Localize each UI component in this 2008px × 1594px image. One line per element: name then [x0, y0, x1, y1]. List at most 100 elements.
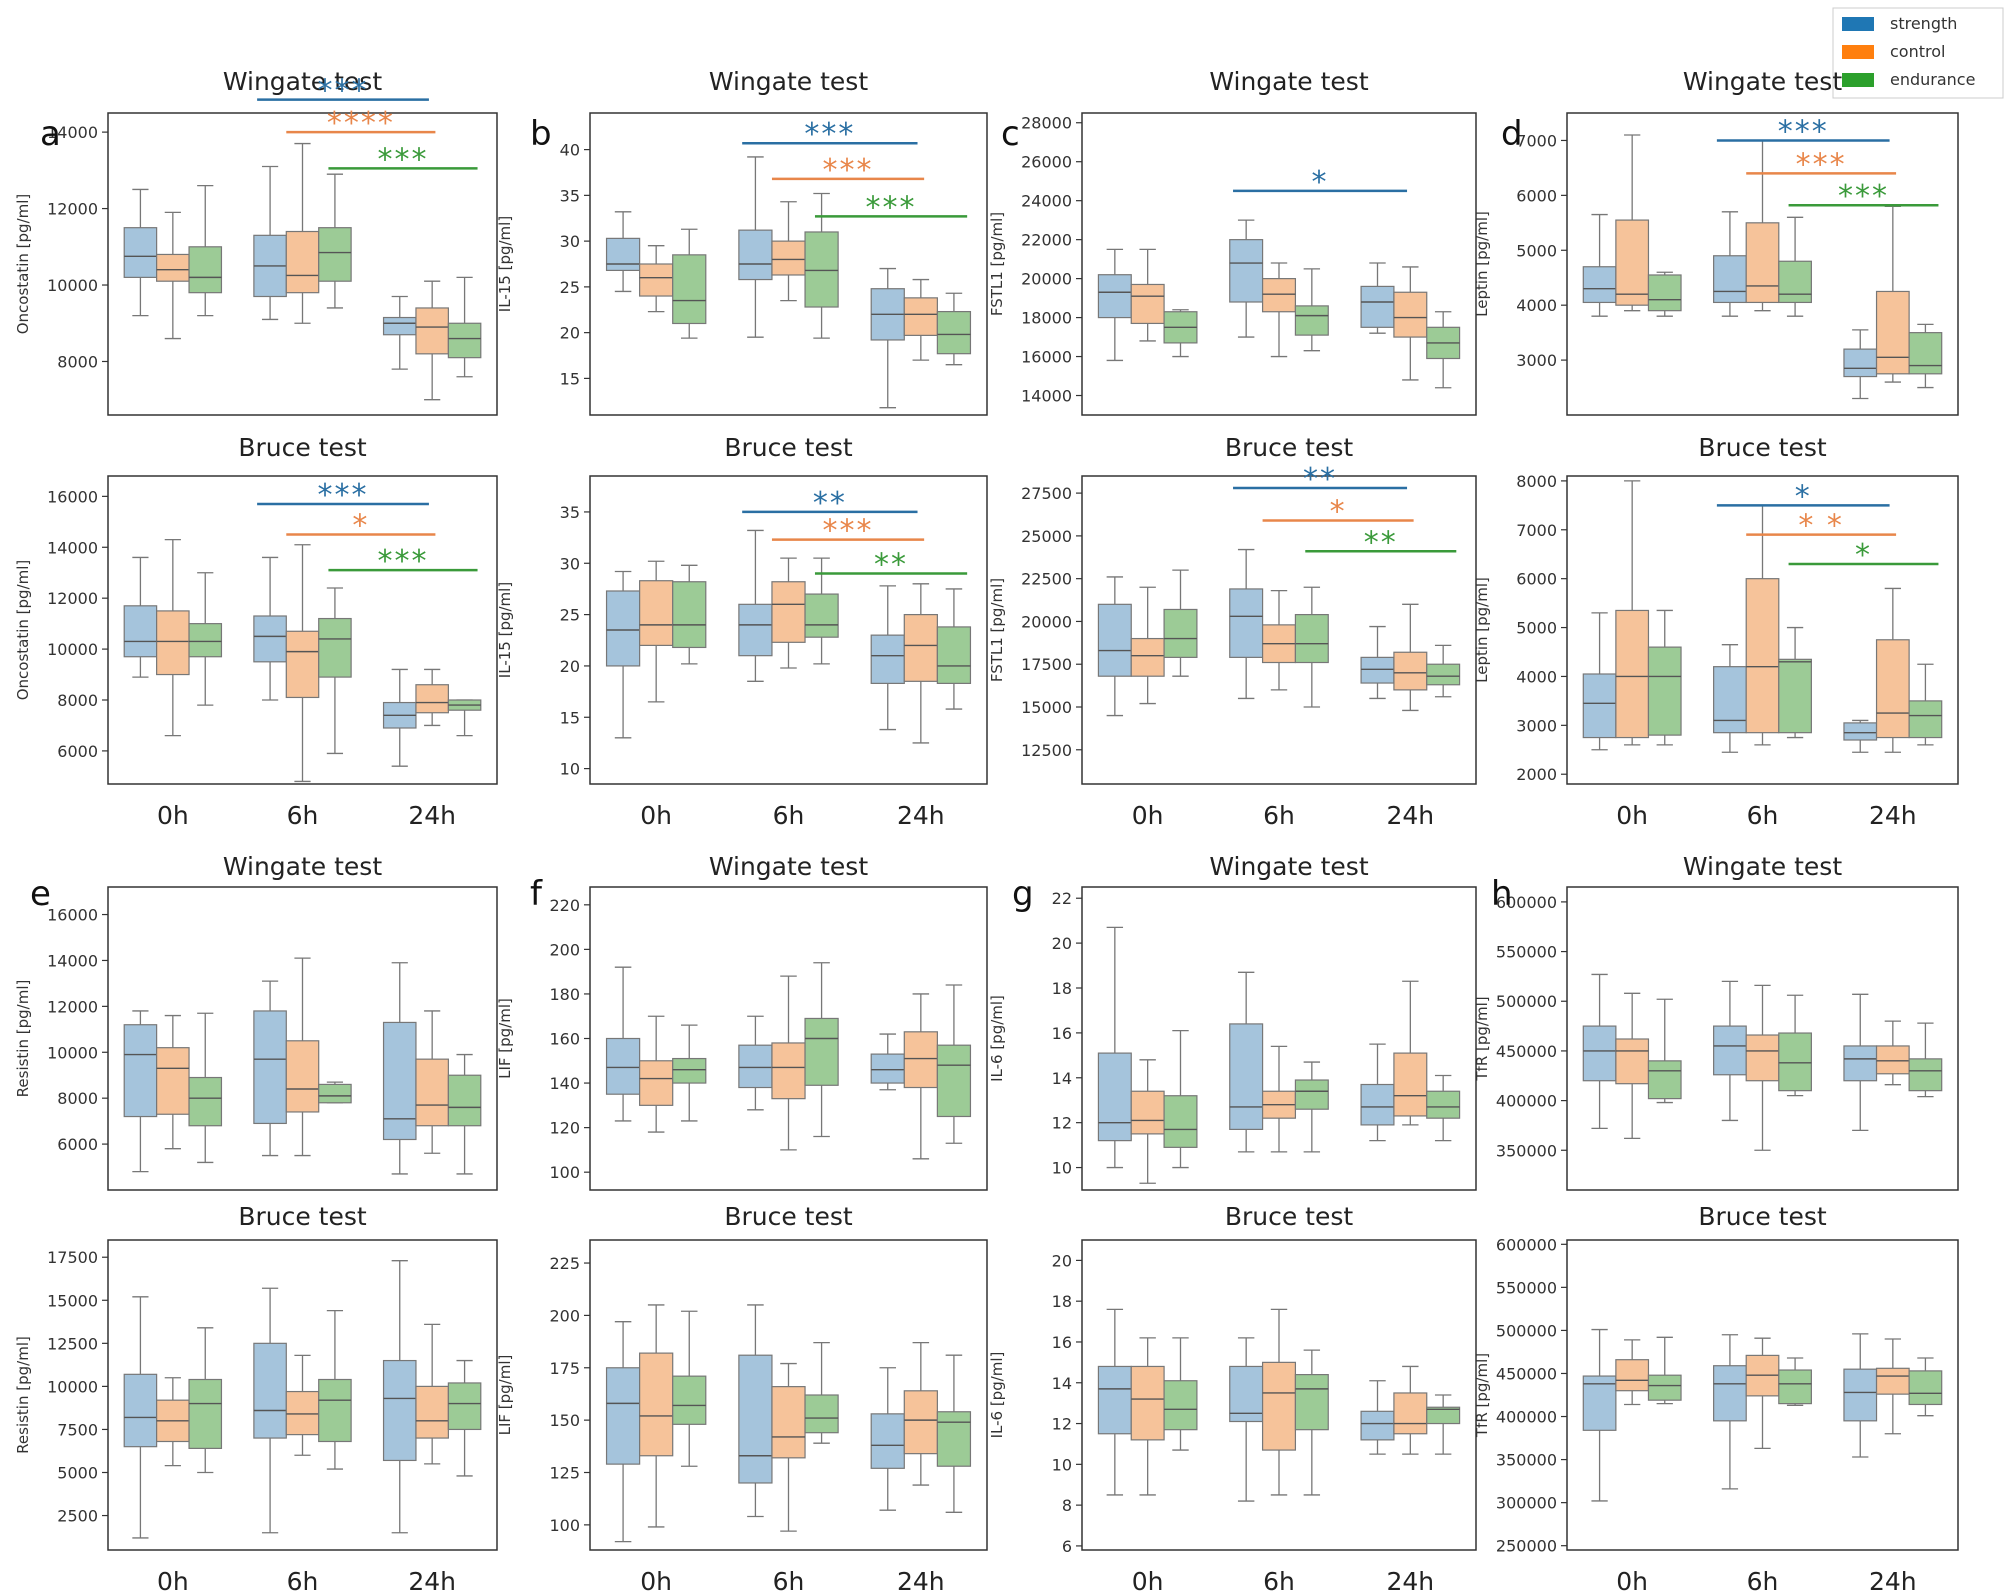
- y-tick-label: 5000: [1516, 619, 1557, 638]
- y-tick-label: 550000: [1496, 1278, 1557, 1297]
- box-endurance: [936, 626, 972, 684]
- y-tick-label: 18: [1052, 1292, 1072, 1311]
- panel-title: Bruce test: [724, 433, 853, 462]
- box-control: [415, 1385, 449, 1439]
- y-tick-label: 12500: [47, 1334, 98, 1353]
- box-strength: [605, 1367, 641, 1465]
- box-control: [1615, 1038, 1650, 1085]
- box-strength: [1097, 1365, 1132, 1435]
- box-control: [156, 1047, 190, 1115]
- box-strength: [1843, 1045, 1878, 1082]
- panel-letter: g: [1012, 874, 1034, 914]
- plot-frame: [589, 475, 988, 785]
- box-endurance: [188, 623, 223, 658]
- y-tick-label: 8000: [57, 352, 98, 371]
- y-tick-label: 2000: [1516, 765, 1557, 784]
- box-control: [415, 1058, 449, 1127]
- box-strength: [1360, 1083, 1395, 1126]
- y-tick-label: 10000: [47, 1043, 98, 1062]
- box-endurance: [1294, 1079, 1329, 1110]
- y-tick-label: 22: [1052, 889, 1072, 908]
- y-axis-label: IL-6 [pg/ml]: [988, 995, 1006, 1082]
- y-tick-label: 16000: [47, 487, 98, 506]
- y-tick-label: 250000: [1496, 1537, 1557, 1556]
- x-tick-label: 24h: [1387, 801, 1435, 830]
- panel-title: Bruce test: [238, 1202, 367, 1231]
- y-axis-label: TfR [pg/ml]: [1473, 1353, 1491, 1438]
- box-endurance: [1908, 1370, 1943, 1406]
- box-strength: [1229, 1023, 1264, 1131]
- y-tick-label: 25: [560, 606, 580, 625]
- box-strength: [1097, 1052, 1132, 1142]
- panel-e-bruce: Bruce test 2500 5000 7500 10000 12500 15000 175…: [14, 1202, 498, 1551]
- plot-frame: [1566, 1239, 1959, 1551]
- panel-g-bruce: Bruce test 6 8 10 12 14 16 18 20 IL-6 [pg/ml]: [988, 1202, 1477, 1556]
- y-tick-label: 125: [549, 1464, 580, 1483]
- box-endurance: [804, 1017, 839, 1086]
- box-strength: [382, 1359, 417, 1462]
- legend-swatch-endurance: [1842, 73, 1874, 87]
- panel-letter: a: [40, 114, 61, 154]
- box-strength: [253, 615, 287, 663]
- y-axis-label: Oncostatin [pg/ml]: [14, 194, 32, 335]
- y-axis-label: IL-15 [pg/ml]: [496, 216, 514, 312]
- y-tick-label: 35: [560, 503, 580, 522]
- panel-e-wingate: Wingate test 6000 8000 10000 12000 14000 16000…: [14, 852, 498, 1191]
- plot-frame: [107, 112, 498, 416]
- panel-d-bruce: Bruce test 2000 3000 4000 5000 6000 7000 8000 Le…: [1473, 433, 1959, 785]
- box-endurance: [1294, 613, 1329, 664]
- panel-g-wingate: Wingate test 10 12 14 16 18 20 22 IL-6 [pg/ml]: [988, 852, 1477, 1191]
- x-tick-label: 0h: [157, 801, 189, 830]
- significance-stars-control: ***: [823, 514, 874, 549]
- x-tick-label: 6h: [1747, 801, 1779, 830]
- x-tick-label: 24h: [897, 1567, 945, 1594]
- y-tick-label: 200: [549, 1306, 580, 1325]
- y-tick-label: 14: [1052, 1374, 1072, 1393]
- box-endurance: [1647, 274, 1682, 312]
- significance-stars-control: ****: [327, 106, 395, 141]
- box-endurance: [447, 1382, 482, 1431]
- panel-b-wingate: Wingate test 15 20 25 30 35 40 IL-15 [pg/ml] ***…: [496, 67, 988, 416]
- box-control: [771, 1042, 806, 1100]
- significance-stars-endurance: ***: [377, 544, 428, 579]
- y-tick-label: 450000: [1496, 1364, 1557, 1383]
- x-tick-label: 0h: [1616, 1567, 1648, 1594]
- box-endurance: [672, 581, 707, 649]
- y-tick-label: 8000: [57, 691, 98, 710]
- x-tick-label: 6h: [1747, 1567, 1779, 1594]
- y-tick-label: 10: [560, 760, 580, 779]
- y-tick-label: 600000: [1496, 1235, 1557, 1254]
- box-endurance: [447, 322, 482, 359]
- panel-c-bruce: Bruce test 12500 15000 17500 20000 22500 25000…: [988, 433, 1477, 785]
- box-endurance: [1778, 1369, 1812, 1405]
- box-strength: [253, 1342, 287, 1439]
- box-endurance: [318, 1083, 352, 1104]
- plot-frame: [107, 475, 498, 785]
- plot-frame: [1081, 112, 1477, 416]
- box-strength: [738, 229, 773, 281]
- y-tick-label: 16: [1052, 1024, 1072, 1043]
- y-tick-label: 12000: [47, 589, 98, 608]
- panel-letter: c: [1001, 114, 1020, 154]
- panel-title: Wingate test: [1209, 67, 1368, 96]
- box-endurance: [804, 1394, 839, 1434]
- box-control: [1875, 1367, 1910, 1395]
- panels: Wingate test 8000 10000 12000 14000 Oncostati…: [14, 67, 1959, 1556]
- legend-swatch-strength: [1842, 17, 1874, 31]
- box-control: [771, 240, 806, 276]
- y-tick-label: 550000: [1496, 943, 1557, 962]
- box-strength: [870, 1413, 905, 1469]
- y-tick-label: 400000: [1496, 1408, 1557, 1427]
- y-axis-label: LIF [pg/ml]: [496, 998, 514, 1079]
- y-tick-label: 100: [549, 1163, 580, 1182]
- y-tick-label: 26000: [1021, 153, 1072, 172]
- legend-swatch-control: [1842, 45, 1874, 59]
- y-tick-label: 7000: [1516, 131, 1557, 150]
- y-tick-label: 12000: [47, 997, 98, 1016]
- box-control: [285, 1390, 320, 1436]
- box-endurance: [1163, 1380, 1198, 1431]
- y-tick-label: 150: [549, 1411, 580, 1430]
- x-tick-label: 6h: [773, 1567, 805, 1594]
- panel-letter: d: [1501, 114, 1523, 154]
